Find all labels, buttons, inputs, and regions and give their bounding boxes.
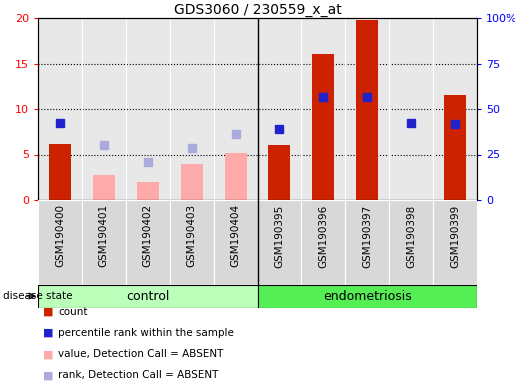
Text: GSM190404: GSM190404 (231, 204, 241, 267)
Text: GSM190403: GSM190403 (186, 204, 197, 267)
Bar (258, 285, 477, 308)
Text: ■: ■ (43, 370, 54, 381)
Text: ■: ■ (43, 307, 54, 317)
Bar (214, 200, 258, 285)
Text: endometriosis: endometriosis (323, 290, 411, 303)
Bar (82, 200, 126, 285)
Text: value, Detection Call = ABSENT: value, Detection Call = ABSENT (58, 349, 224, 359)
Text: GSM190400: GSM190400 (55, 204, 65, 267)
Bar (444, 95, 466, 200)
Text: GSM190399: GSM190399 (450, 204, 460, 268)
Text: GSM190402: GSM190402 (143, 204, 153, 267)
Text: GSM190401: GSM190401 (99, 204, 109, 267)
Bar (126, 200, 170, 285)
Bar (38, 200, 82, 285)
Bar (93, 175, 115, 200)
Text: ■: ■ (43, 328, 54, 338)
Text: GSM190396: GSM190396 (318, 204, 329, 268)
Bar (225, 153, 247, 200)
Bar (49, 144, 71, 200)
Text: GSM190397: GSM190397 (362, 204, 372, 268)
Text: percentile rank within the sample: percentile rank within the sample (58, 328, 234, 338)
Text: rank, Detection Call = ABSENT: rank, Detection Call = ABSENT (58, 370, 219, 381)
Bar (356, 20, 378, 200)
Bar (258, 200, 301, 285)
Bar (389, 200, 433, 285)
Bar (137, 182, 159, 200)
Bar (433, 200, 477, 285)
Bar (38, 285, 258, 308)
Title: GDS3060 / 230559_x_at: GDS3060 / 230559_x_at (174, 3, 341, 17)
Bar (181, 164, 202, 200)
Text: GSM190398: GSM190398 (406, 204, 416, 268)
Text: GSM190395: GSM190395 (274, 204, 284, 268)
Text: disease state: disease state (3, 291, 72, 301)
Bar (313, 55, 334, 200)
Bar (345, 200, 389, 285)
Bar (170, 200, 214, 285)
Text: control: control (126, 290, 169, 303)
Bar (268, 146, 290, 200)
Text: count: count (58, 307, 88, 317)
Bar (301, 200, 345, 285)
Text: ■: ■ (43, 349, 54, 359)
